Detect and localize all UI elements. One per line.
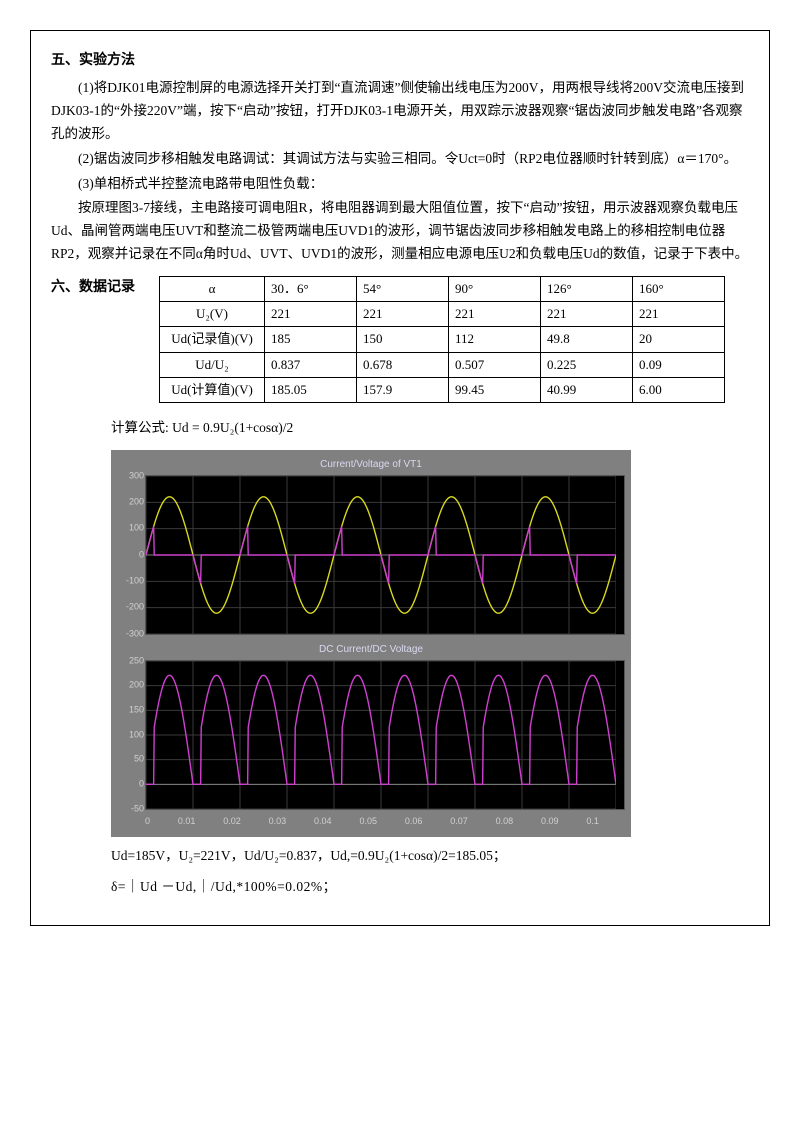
chart-xlabel: 0.09 xyxy=(541,814,559,829)
chart-ylabel: 150 xyxy=(129,702,144,717)
table-row-label: Ud(计算值)(V) xyxy=(160,377,265,402)
chart-ylabel: 50 xyxy=(134,752,144,767)
chart-ylabel: 200 xyxy=(129,678,144,693)
table-row-label: Ud/U₂ xyxy=(160,352,265,377)
table-cell: 221 xyxy=(265,302,357,327)
chart-xlabel: 0.06 xyxy=(405,814,423,829)
chart-xlabel: 0.1 xyxy=(586,814,599,829)
table-header-alpha: α xyxy=(160,277,265,302)
table-cell: 0.225 xyxy=(541,352,633,377)
chart-ylabel: 300 xyxy=(129,468,144,483)
table-header-col: 160° xyxy=(633,277,725,302)
calc-line-1: Ud=185V，U₂=221V，Ud/U₂=0.837，Ud,=0.9U₂(1+… xyxy=(111,845,749,868)
chart2-title: DC Current/DC Voltage xyxy=(117,641,625,658)
table-header-col: 30．6° xyxy=(265,277,357,302)
table-cell: 185 xyxy=(265,327,357,352)
chart-ylabel: 100 xyxy=(129,521,144,536)
chart2-plot: -50050100150200250 xyxy=(145,660,625,810)
section5-title: 五、实验方法 xyxy=(51,49,749,73)
table-header-col: 90° xyxy=(449,277,541,302)
table-cell: 221 xyxy=(449,302,541,327)
chart1-title: Current/Voltage of VT1 xyxy=(117,456,625,473)
table-row-label: U₂(V) xyxy=(160,302,265,327)
chart-ylabel: 0 xyxy=(139,776,144,791)
chart-xlabel: 0.08 xyxy=(496,814,514,829)
table-cell: 0.507 xyxy=(449,352,541,377)
table-cell: 112 xyxy=(449,327,541,352)
table-cell: 0.837 xyxy=(265,352,357,377)
data-table: α30．6°54°90°126°160°U₂(V)221221221221221… xyxy=(159,276,725,402)
table-header-col: 54° xyxy=(357,277,449,302)
chart2-xlabels: 0 0.01 0.02 0.03 0.04 0.05 0.06 0.07 0.08 0.09 0.1 xyxy=(117,814,625,829)
chart-xlabel: 0.01 xyxy=(178,814,196,829)
section5-p4: 按原理图3-7接线，主电路接可调电阻R，将电阻器调到最大阻值位置，按下“启动”按… xyxy=(51,197,749,266)
section6-title: 六、数据记录 xyxy=(51,276,159,300)
chart-ylabel: -200 xyxy=(126,600,144,615)
formula: 计算公式: Ud = 0.9U₂(1+cosα)/2 xyxy=(111,417,749,440)
chart-ylabel: 100 xyxy=(129,727,144,742)
table-cell: 49.8 xyxy=(541,327,633,352)
table-cell: 6.00 xyxy=(633,377,725,402)
chart-ylabel: 250 xyxy=(129,653,144,668)
section5-p3: (3)单相桥式半控整流电路带电阻性负载： xyxy=(51,173,749,196)
section5-p2: (2)锯齿波同步移相触发电路调试：其调试方法与实验三相同。令Uct=0时（RP2… xyxy=(51,148,749,171)
chart-ylabel: -300 xyxy=(126,626,144,641)
section5-p1: (1)将DJK01电源控制屏的电源选择开关打到“直流调速”侧使输出线电压为200… xyxy=(51,77,749,146)
table-cell: 40.99 xyxy=(541,377,633,402)
chart1-plot: -300-200-1000100200300 xyxy=(145,475,625,635)
oscilloscope-frame: Current/Voltage of VT1 -300-200-10001002… xyxy=(111,450,631,837)
chart-xlabel: 0.02 xyxy=(223,814,241,829)
table-header-col: 126° xyxy=(541,277,633,302)
chart-xlabel: 0 xyxy=(145,814,150,829)
calc-line-2: δ=｜Ud －Ud,｜/Ud,*100%=0.02%； xyxy=(111,876,749,899)
page-frame: 五、实验方法 (1)将DJK01电源控制屏的电源选择开关打到“直流调速”侧使输出… xyxy=(30,30,770,926)
table-cell: 20 xyxy=(633,327,725,352)
chart-ylabel: 200 xyxy=(129,494,144,509)
table-cell: 99.45 xyxy=(449,377,541,402)
table-cell: 0.678 xyxy=(357,352,449,377)
chart-xlabel: 0.07 xyxy=(450,814,468,829)
table-row-label: Ud(记录值)(V) xyxy=(160,327,265,352)
table-cell: 0.09 xyxy=(633,352,725,377)
table-cell: 150 xyxy=(357,327,449,352)
table-cell: 221 xyxy=(357,302,449,327)
chart-ylabel: 0 xyxy=(139,547,144,562)
chart-ylabel: -50 xyxy=(131,801,144,816)
table-cell: 185.05 xyxy=(265,377,357,402)
chart-xlabel: 0.03 xyxy=(269,814,287,829)
table-cell: 221 xyxy=(633,302,725,327)
chart-xlabel: 0.05 xyxy=(359,814,377,829)
table-cell: 221 xyxy=(541,302,633,327)
chart-ylabel: -100 xyxy=(126,573,144,588)
table-cell: 157.9 xyxy=(357,377,449,402)
chart-xlabel: 0.04 xyxy=(314,814,332,829)
